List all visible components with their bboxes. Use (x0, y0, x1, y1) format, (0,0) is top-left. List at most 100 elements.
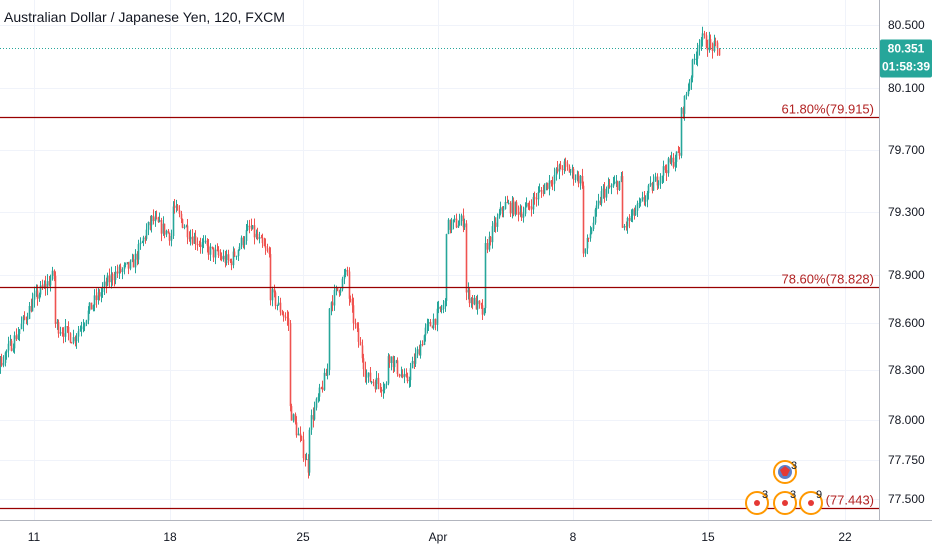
candle-body[interactable] (584, 248, 587, 254)
candle-body[interactable] (290, 406, 293, 421)
candle-body[interactable] (333, 289, 336, 306)
candle-body[interactable] (483, 308, 486, 315)
candle-body[interactable] (553, 174, 556, 184)
candle-body[interactable] (429, 321, 432, 327)
candle-body[interactable] (230, 261, 233, 266)
candle-body[interactable] (313, 407, 316, 420)
candle-body[interactable] (266, 248, 269, 251)
candle-body[interactable] (90, 302, 93, 310)
candle-body[interactable] (473, 297, 476, 305)
candle-body[interactable] (269, 254, 272, 301)
candle-body[interactable] (155, 217, 158, 219)
candle-body[interactable] (194, 236, 197, 245)
candle-body[interactable] (498, 213, 501, 218)
candle-body[interactable] (15, 335, 18, 340)
candle-body[interactable] (419, 344, 422, 356)
event-marker-3[interactable]: 9 (799, 489, 823, 515)
candle-body[interactable] (250, 226, 253, 229)
candle-body[interactable] (369, 372, 372, 382)
candle-body[interactable] (615, 181, 618, 183)
candle-body[interactable] (493, 222, 496, 227)
candle-body[interactable] (599, 200, 602, 204)
candle-body[interactable] (38, 294, 41, 299)
candle-body[interactable] (434, 318, 437, 325)
candle-body[interactable] (685, 94, 688, 96)
candle-body[interactable] (542, 190, 545, 194)
candle-body[interactable] (173, 206, 176, 208)
candle-body[interactable] (515, 202, 518, 208)
candle-body[interactable] (423, 335, 426, 345)
candle-body[interactable] (377, 377, 380, 384)
candle-body[interactable] (232, 251, 235, 266)
candle-body[interactable] (336, 287, 339, 291)
candle-body[interactable] (141, 241, 144, 243)
candle-body[interactable] (204, 240, 207, 242)
candle-body[interactable] (452, 219, 455, 223)
candle-body[interactable] (421, 344, 424, 346)
candle-body[interactable] (579, 175, 582, 184)
candle-body[interactable] (695, 58, 698, 60)
candle-body[interactable] (238, 246, 241, 250)
candle-body[interactable] (713, 41, 716, 51)
candle-body[interactable] (106, 275, 109, 286)
candle-body[interactable] (639, 199, 642, 203)
candle-body[interactable] (157, 217, 160, 222)
event-marker-2[interactable]: 3 (773, 489, 797, 515)
candle-body[interactable] (499, 207, 502, 214)
candle-body[interactable] (251, 225, 254, 229)
candle-body[interactable] (608, 185, 611, 188)
candle-body[interactable] (636, 203, 639, 211)
candle-body[interactable] (582, 185, 585, 254)
candle-body[interactable] (431, 326, 434, 329)
candle-body[interactable] (688, 82, 691, 90)
candle-body[interactable] (281, 312, 284, 315)
candle-body[interactable] (225, 254, 228, 264)
candle-body[interactable] (620, 176, 623, 181)
candle-body[interactable] (400, 374, 403, 377)
candle-body[interactable] (49, 279, 52, 286)
candle-body[interactable] (22, 316, 25, 324)
candle-body[interactable] (196, 244, 199, 246)
candle-body[interactable] (202, 241, 205, 243)
candle-body[interactable] (206, 240, 209, 246)
candle-body[interactable] (207, 245, 210, 255)
candle-body[interactable] (127, 261, 130, 269)
candle-body[interactable] (216, 249, 219, 251)
candle-body[interactable] (116, 271, 119, 274)
candle-body[interactable] (457, 225, 460, 228)
candle-body[interactable] (535, 198, 538, 200)
candle-body[interactable] (17, 333, 20, 340)
candle-body[interactable] (566, 163, 569, 167)
candle-body[interactable] (320, 387, 323, 389)
candle-body[interactable] (70, 342, 73, 344)
candle-body[interactable] (268, 250, 271, 255)
candle-body[interactable] (538, 190, 541, 193)
candle-body[interactable] (12, 348, 15, 351)
candle-body[interactable] (30, 305, 33, 312)
candle-body[interactable] (511, 200, 514, 214)
candle-body[interactable] (2, 362, 5, 366)
candle-body[interactable] (669, 158, 672, 163)
candle-body[interactable] (649, 182, 652, 186)
candle-body[interactable] (652, 181, 655, 191)
candle-body[interactable] (258, 237, 261, 239)
candle-body[interactable] (48, 281, 51, 286)
candle-body[interactable] (690, 77, 693, 83)
candle-body[interactable] (458, 221, 461, 226)
candle-body[interactable] (638, 202, 641, 204)
candle-body[interactable] (453, 218, 456, 220)
candle-body[interactable] (603, 188, 606, 198)
candle-body[interactable] (413, 360, 416, 364)
candle-body[interactable] (520, 211, 523, 218)
candle-body[interactable] (524, 207, 527, 214)
candle-body[interactable] (418, 349, 421, 356)
candle-body[interactable] (445, 234, 448, 301)
candle-body[interactable] (480, 303, 483, 306)
candle-body[interactable] (491, 226, 494, 243)
candle-body[interactable] (39, 285, 42, 295)
candle-body[interactable] (165, 230, 168, 235)
candle-body[interactable] (341, 278, 344, 290)
candle-body[interactable] (28, 305, 31, 319)
candle-body[interactable] (219, 255, 222, 257)
candle-body[interactable] (427, 321, 430, 324)
